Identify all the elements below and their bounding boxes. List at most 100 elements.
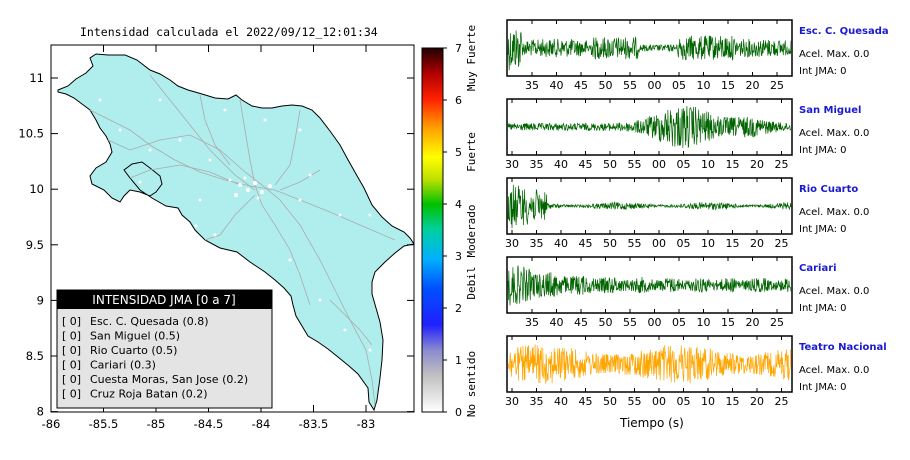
waveform-tick-label: 00 <box>648 316 662 329</box>
station-accel: Acel. Max. 0.0 <box>799 365 869 376</box>
waveform-tick-label: 15 <box>726 158 740 171</box>
colorbar-tick-label: 3 <box>455 250 462 263</box>
waveform-trace <box>507 30 792 71</box>
waveform-tick-label: 35 <box>525 316 539 329</box>
map-x-axis: -86 -85.5 -85 -84.5 -84 -83.5 -83 <box>42 45 376 431</box>
map-x-tick-label: -83.5 <box>299 417 329 431</box>
waveform-tick-label: 00 <box>652 237 666 250</box>
map-x-tick-label: -86 <box>42 417 61 431</box>
waveform-tick-label: 15 <box>721 79 735 92</box>
map-y-tick-label: 8 <box>37 405 44 419</box>
waveform-tick-label: 10 <box>701 158 715 171</box>
map-y-tick-label: 10.5 <box>18 127 44 141</box>
colorbar-category-label: Muy Fuerte <box>465 25 478 91</box>
station-intensity: Int JMA: 0 <box>799 145 847 156</box>
waveform-tick-label: 15 <box>721 316 735 329</box>
waveform-tick-label: 25 <box>775 237 789 250</box>
waveform-tick-label: 10 <box>701 237 715 250</box>
station-name: Rio Cuarto <box>799 184 858 195</box>
waveform-tick-label: 25 <box>775 158 789 171</box>
waveform-tick-label: 55 <box>623 316 637 329</box>
waveform-tick-label: 40 <box>550 316 564 329</box>
station-intensity: Int JMA: 0 <box>799 303 847 314</box>
station-name: Esc. C. Quesada <box>799 26 889 37</box>
waveform-tick-label: 50 <box>603 237 617 250</box>
waveform-tick-label: 05 <box>672 79 686 92</box>
waveform-tick-label: 50 <box>599 316 613 329</box>
map-x-tick-label: -83 <box>357 417 376 431</box>
waveform-tick-label: 45 <box>579 395 593 408</box>
colorbar-category-label: Fuerte <box>465 132 478 172</box>
waveform-tick-label: 20 <box>750 237 764 250</box>
waveform-tick-label: 10 <box>697 79 711 92</box>
colorbar-tick-label: 5 <box>455 146 462 159</box>
waveform-trace <box>507 265 792 306</box>
waveform-trace <box>507 184 792 229</box>
map-y-tick-label: 9.5 <box>26 238 44 252</box>
waveform-tick-label: 55 <box>628 158 642 171</box>
waveform-tick-label: 30 <box>505 395 519 408</box>
waveform-tick-label: 55 <box>628 395 642 408</box>
station-accel: Acel. Max. 0.0 <box>799 49 869 60</box>
legend-row-level: [ 0] <box>62 330 81 343</box>
waveform-panel: 35 40 45 50 55 00 05 10 15 20 25 Cariari Acel. Max. … <box>506 256 869 329</box>
waveform-tick-label: 55 <box>628 237 642 250</box>
legend-row-level: [ 0] <box>62 344 81 357</box>
waveform-tick-label: 40 <box>550 79 564 92</box>
waveform-tick-label: 50 <box>599 79 613 92</box>
waveform-tick-label: 05 <box>677 395 691 408</box>
colorbar-category-label: Debil <box>465 266 478 299</box>
waveform-panel: 35 40 45 50 55 00 05 10 15 20 25 Esc. C. Quesada Ace… <box>506 19 889 92</box>
waveform-tick-label: 25 <box>770 316 784 329</box>
waveform-tick-label: 30 <box>505 237 519 250</box>
intensity-colorbar: 0 1 2 3 4 5 6 7 No sentido Debil Moderado Fuerte Mu… <box>421 25 478 419</box>
waveform-tick-label: 25 <box>770 79 784 92</box>
waveform-panel: 30 35 40 45 50 55 00 05 10 15 20 25 Teatro Nacional A… <box>505 335 887 408</box>
waveform-tick-label: 35 <box>530 237 544 250</box>
legend-title: INTENSIDAD JMA [0 a 7] <box>92 293 235 307</box>
waveform-tick-label: 05 <box>672 316 686 329</box>
map-y-tick-label: 8.5 <box>26 349 44 363</box>
station-accel: Acel. Max. 0.0 <box>799 128 869 139</box>
waveform-tick-label: 50 <box>603 158 617 171</box>
map-y-tick-label: 11 <box>29 71 44 85</box>
station-accel: Acel. Max. 0.0 <box>799 207 869 218</box>
waveform-tick-label: 20 <box>746 79 760 92</box>
legend-row-station: Rio Cuarto (0.5) <box>90 344 177 357</box>
map-y-axis: 11 10.5 10 9.5 9 8.5 8 <box>18 71 414 419</box>
station-intensity: Int JMA: 0 <box>799 382 847 393</box>
waveform-tick-label: 20 <box>746 316 760 329</box>
waveform-frame <box>506 98 793 156</box>
waveform-panel: 30 35 40 45 50 55 00 05 10 15 20 25 San Miguel Acel. … <box>505 98 869 171</box>
map-x-tick-label: -85.5 <box>89 417 119 431</box>
waveform-tick-label: 10 <box>701 395 715 408</box>
colorbar-tick-label: 0 <box>455 406 462 419</box>
legend-row-station: Cruz Roja Batan (0.2) <box>90 388 208 401</box>
legend-row-level: [ 0] <box>62 315 81 328</box>
legend-row-station: Esc. C. Quesada (0.8) <box>90 315 209 328</box>
waveform-tick-label: 35 <box>530 158 544 171</box>
station-name: Teatro Nacional <box>799 342 887 353</box>
waveform-tick-label: 15 <box>726 395 740 408</box>
map-y-tick-label: 10 <box>29 182 44 196</box>
waveform-tick-label: 20 <box>750 158 764 171</box>
station-intensity: Int JMA: 0 <box>799 66 847 77</box>
waveform-tick-label: 05 <box>677 158 691 171</box>
legend-row-level: [ 0] <box>62 359 81 372</box>
waveform-tick-label: 25 <box>775 395 789 408</box>
waveform-trace <box>507 105 792 149</box>
waveform-tick-label: 00 <box>652 395 666 408</box>
waveform-tick-label: 15 <box>726 237 740 250</box>
colorbar-tick-label: 6 <box>455 94 462 107</box>
waveform-tick-label: 35 <box>525 79 539 92</box>
waveform-tick-label: 35 <box>530 395 544 408</box>
road-network <box>89 74 396 406</box>
map-y-tick-label: 9 <box>37 293 44 307</box>
map-x-tick-label: -85 <box>147 417 166 431</box>
colorbar-tick-label: 4 <box>455 198 462 211</box>
intensity-legend: INTENSIDAD JMA [0 a 7] [ 0] Esc. C. Quesa… <box>56 289 273 409</box>
colorbar-category-label: Moderado <box>465 205 478 258</box>
station-name: San Miguel <box>799 105 861 116</box>
waveform-x-axis-label: Tiempo (s) <box>620 416 684 430</box>
